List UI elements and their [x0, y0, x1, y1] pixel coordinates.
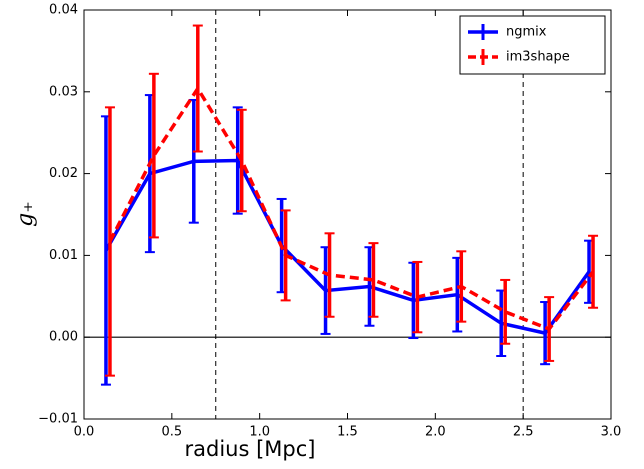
series-line — [108, 85, 595, 332]
x-tick-label: 0.5 — [161, 425, 182, 440]
y-tick-label: 0.00 — [49, 330, 78, 345]
y-axis-label: g₊ — [13, 201, 38, 227]
x-tick-label: 2.5 — [513, 425, 534, 440]
y-tick-label: 0.04 — [49, 3, 78, 18]
y-tick-label: 0.03 — [49, 84, 78, 99]
y-tick-label: 0.02 — [49, 166, 78, 181]
legend-label: ngmix — [506, 25, 547, 40]
x-tick-label: 2.0 — [425, 425, 446, 440]
y-tick-label: 0.01 — [49, 248, 78, 263]
x-tick-label: 1.0 — [249, 425, 270, 440]
plot-frame — [83, 9, 612, 420]
x-tick-label: 3.0 — [601, 425, 622, 440]
x-tick-label: 0.0 — [74, 425, 95, 440]
legend-label: im3shape — [506, 50, 570, 65]
x-tick-label: 1.5 — [337, 425, 358, 440]
series-line — [104, 158, 591, 336]
y-tick-label: −0.01 — [38, 412, 78, 427]
x-axis-label: radius [Mpc] — [185, 437, 316, 461]
